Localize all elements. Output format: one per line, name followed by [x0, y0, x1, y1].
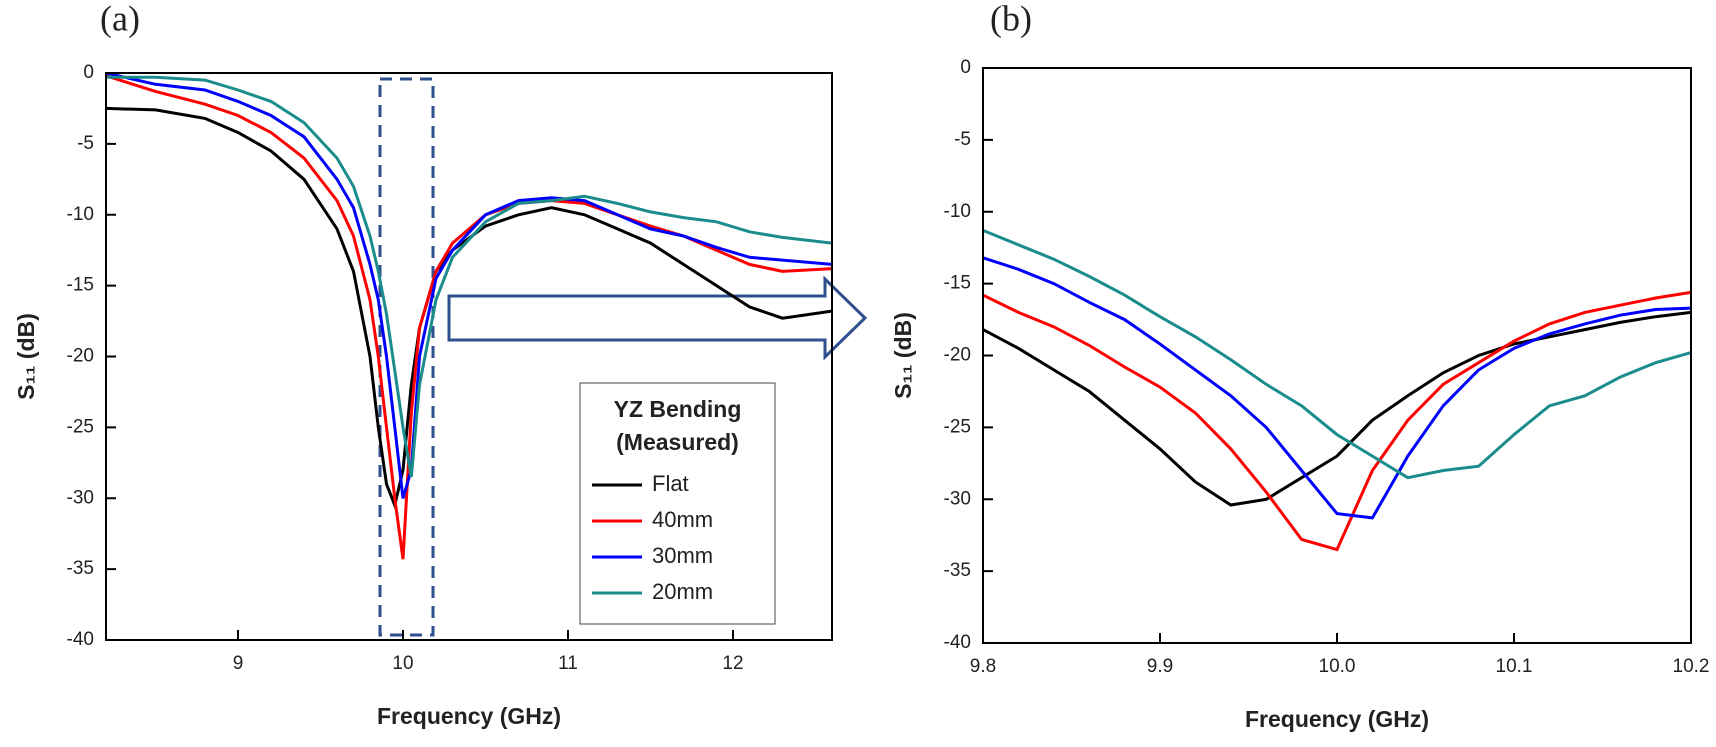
plot-frame	[982, 67, 1692, 644]
series-line	[983, 310, 1691, 507]
y-tick-label: 0	[83, 62, 94, 83]
y-tick-label: -5	[954, 129, 971, 150]
panel-label: (a)	[100, 0, 140, 38]
y-tick-label: -10	[67, 204, 94, 225]
legend-title: YZ Bending	[614, 396, 742, 422]
y-tick-label: -10	[944, 201, 971, 222]
legend-label: Flat	[652, 471, 689, 496]
y-tick-label: -20	[67, 346, 94, 367]
x-tick-label: 9.9	[1147, 656, 1173, 677]
series-line	[983, 256, 1691, 520]
y-tick-label: -25	[67, 416, 94, 437]
plot-frame	[105, 72, 833, 641]
legend-label: 40mm	[652, 507, 713, 532]
x-tick-label: 10.1	[1496, 656, 1533, 677]
panel-label: (b)	[990, 0, 1032, 38]
x-axis-label: Frequency (GHz)	[377, 703, 561, 729]
legend-box	[579, 382, 776, 625]
y-tick-label: -15	[67, 275, 94, 296]
y-tick-label: -40	[67, 629, 94, 650]
x-tick-label: 9.8	[970, 656, 996, 677]
x-tick-label: 10	[392, 653, 413, 674]
legend-label: 20mm	[652, 579, 713, 604]
series-line	[106, 75, 832, 478]
zoom-arrow	[447, 275, 868, 361]
y-tick-label: 0	[960, 57, 971, 78]
y-tick-label: -35	[944, 560, 971, 581]
y-axis-label: S₁₁ (dB)	[13, 313, 39, 400]
x-axis-label: Frequency (GHz)	[1245, 706, 1429, 732]
series-line	[983, 229, 1691, 480]
y-tick-label: -35	[67, 558, 94, 579]
y-tick-label: -20	[944, 345, 971, 366]
x-tick-label: 9	[233, 653, 244, 674]
legend-subtitle: (Measured)	[616, 429, 739, 455]
series-line	[983, 290, 1691, 552]
y-tick-label: -15	[944, 273, 971, 294]
legend-label: 30mm	[652, 543, 713, 568]
x-tick-label: 11	[558, 653, 578, 674]
y-axis-label: S₁₁ (dB)	[890, 312, 916, 399]
x-tick-label: 10.2	[1673, 656, 1710, 677]
y-tick-label: -30	[944, 488, 971, 509]
x-tick-label: 12	[722, 653, 743, 674]
y-tick-label: -40	[944, 632, 971, 653]
y-tick-label: -30	[67, 487, 94, 508]
y-tick-label: -5	[77, 133, 94, 154]
x-tick-label: 10.0	[1319, 656, 1356, 677]
series-line	[106, 73, 832, 499]
zoom-box	[378, 77, 435, 637]
y-tick-label: -25	[944, 416, 971, 437]
